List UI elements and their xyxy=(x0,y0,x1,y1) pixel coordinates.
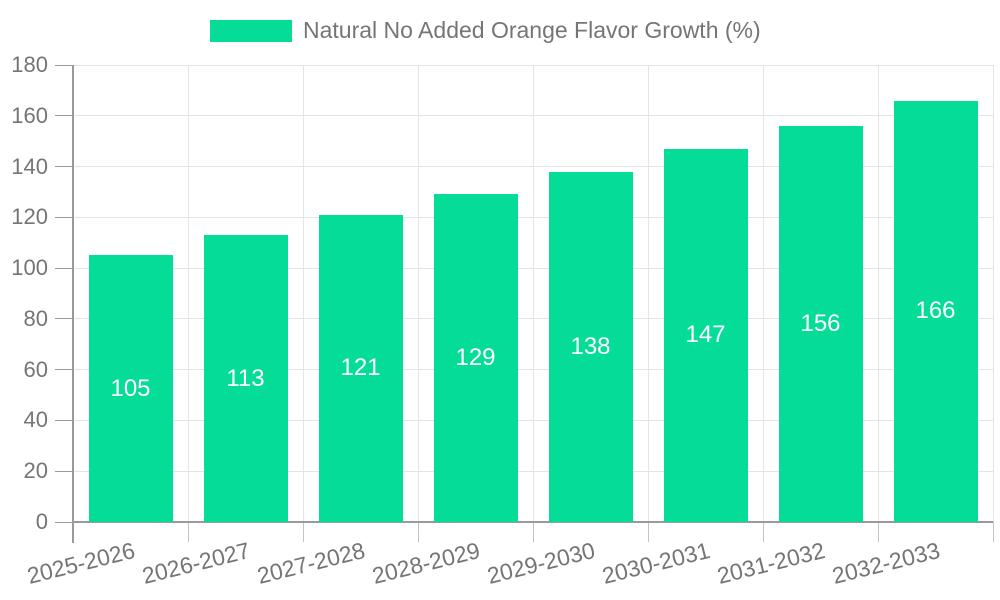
bar[interactable]: 105 xyxy=(88,255,173,522)
y-axis-label: 0 xyxy=(35,509,48,534)
y-axis-label: 20 xyxy=(23,458,48,484)
y-axis-label: 180 xyxy=(11,52,48,77)
x-axis-tick xyxy=(417,522,419,542)
y-axis-label: 120 xyxy=(11,204,48,230)
bar-value-label: 147 xyxy=(685,321,726,349)
y-axis-tick xyxy=(55,267,73,269)
legend-label[interactable]: Natural No Added Orange Flavor Growth (%… xyxy=(303,17,761,43)
bar[interactable]: 156 xyxy=(778,125,863,522)
x-axis-tick xyxy=(187,522,189,542)
y-axis-tick xyxy=(55,115,73,117)
y-axis-tick xyxy=(55,369,73,371)
bar[interactable]: 147 xyxy=(663,148,748,522)
y-axis-tick xyxy=(55,64,73,66)
y-axis-tick xyxy=(55,419,73,421)
y-axis-tick xyxy=(55,470,73,472)
y-axis-tick xyxy=(55,521,73,523)
gridline-vertical xyxy=(302,65,304,522)
y-axis-label: 60 xyxy=(23,356,48,382)
y-axis-label: 160 xyxy=(11,102,48,128)
x-axis-tick xyxy=(302,522,304,542)
y-axis-line xyxy=(72,65,74,543)
gridline-vertical xyxy=(647,65,649,522)
x-axis-line xyxy=(72,521,993,523)
x-axis-tick xyxy=(532,522,534,542)
y-axis-label: 80 xyxy=(23,305,48,331)
gridline-vertical xyxy=(992,65,994,522)
gridline-vertical xyxy=(762,65,764,522)
x-axis-tick xyxy=(647,522,649,542)
gridline-vertical xyxy=(532,65,534,522)
y-axis-tick xyxy=(55,318,73,320)
y-axis-tick xyxy=(55,216,73,218)
bar-value-label: 113 xyxy=(226,364,265,392)
y-axis-label: 100 xyxy=(11,255,48,281)
x-axis-tick xyxy=(877,522,879,542)
x-axis-tick xyxy=(762,522,764,542)
bar-value-label: 121 xyxy=(340,354,381,382)
bar-value-label: 105 xyxy=(110,374,151,402)
bar[interactable]: 129 xyxy=(433,194,518,522)
y-axis-label: 40 xyxy=(23,407,48,433)
y-axis-label: 140 xyxy=(11,153,48,179)
bar-value-label: 166 xyxy=(915,297,956,325)
legend-swatch-icon[interactable] xyxy=(210,19,292,42)
legend[interactable]: Natural No Added Orange Flavor Growth (%… xyxy=(210,17,761,44)
gridline-vertical xyxy=(877,65,879,522)
bar[interactable]: 166 xyxy=(893,100,978,522)
bar-value-label: 156 xyxy=(800,309,841,337)
gridline-vertical xyxy=(187,65,189,522)
bar-value-label: 129 xyxy=(455,344,496,372)
bar[interactable]: 121 xyxy=(318,214,403,522)
bar[interactable]: 138 xyxy=(548,171,633,522)
bar-value-label: 138 xyxy=(570,332,611,360)
gridline-vertical xyxy=(417,65,419,522)
bar[interactable]: 113 xyxy=(203,235,288,522)
x-axis-tick xyxy=(992,522,994,542)
y-axis-tick xyxy=(55,166,73,168)
